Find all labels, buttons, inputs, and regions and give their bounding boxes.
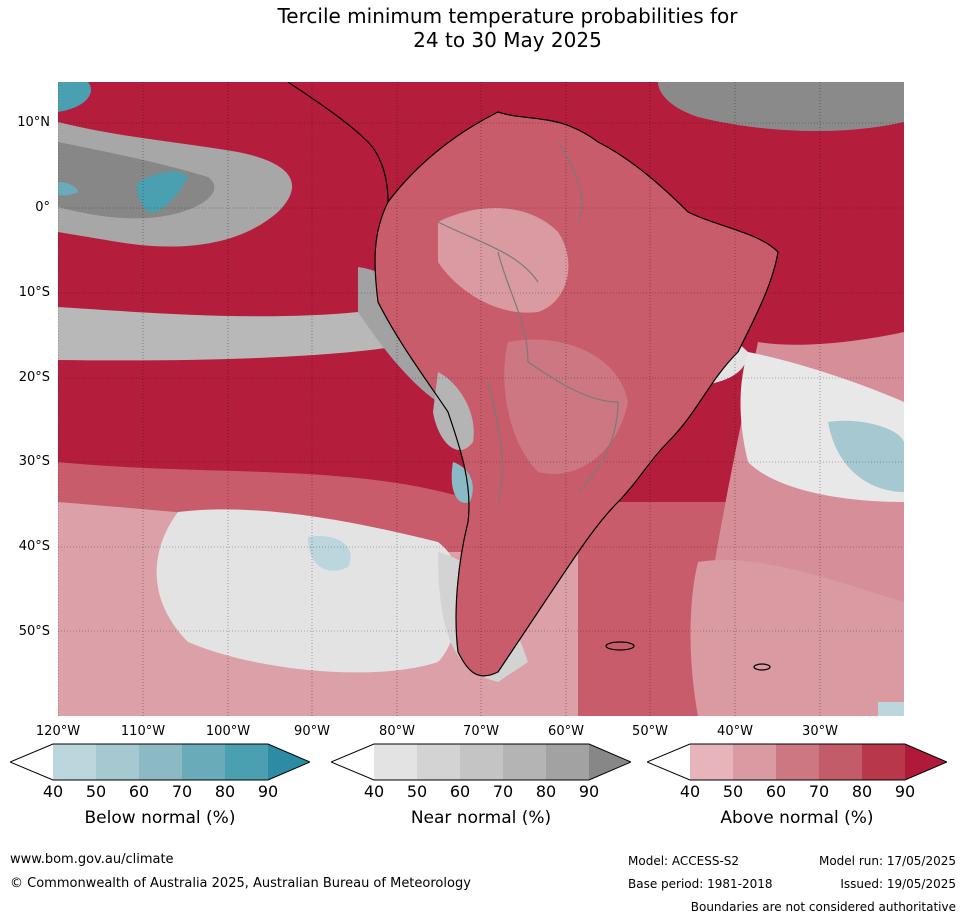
lat-label-20s: 20°S <box>18 370 50 385</box>
above-tick: 90 <box>894 782 916 801</box>
above-bin-60-70 <box>776 744 819 780</box>
falkland-islands <box>605 641 635 651</box>
below-tick: 50 <box>85 782 107 801</box>
lon-label-60w: 60°W <box>548 724 584 739</box>
near-bin-50-60 <box>417 744 460 780</box>
map-svg <box>58 82 904 716</box>
lon-label-40w: 40°W <box>717 724 753 739</box>
footer-model: Model: ACCESS-S2 <box>628 854 740 868</box>
above-tick: 50 <box>722 782 744 801</box>
below-tick: 60 <box>128 782 150 801</box>
near-bin-40-50 <box>374 744 417 780</box>
near-tick: 90 <box>578 782 600 801</box>
below-normal-patch-atlantic <box>828 420 904 492</box>
above-bin-40-50 <box>690 744 733 780</box>
below-tick: 70 <box>171 782 193 801</box>
near-tick: 80 <box>535 782 557 801</box>
lon-label-110w: 110°W <box>120 724 166 739</box>
footer-model-run: Model run: 17/05/2025 <box>818 854 956 868</box>
colorbar-below-svg <box>8 743 312 781</box>
above-normal-southern-atlantic <box>690 560 904 716</box>
above-tick: 40 <box>679 782 701 801</box>
above-bin-70-80 <box>819 744 862 780</box>
land-near-normal-andes <box>433 372 474 451</box>
footer-base-period: Base period: 1981-2018 <box>628 877 773 891</box>
lon-label-30w: 30°W <box>802 724 838 739</box>
title-line-1: Tercile minimum temperature probabilitie… <box>277 4 738 28</box>
above-bin-lt40 <box>647 744 690 780</box>
footer-issued: Issued: 19/05/2025 <box>840 877 956 891</box>
lat-label-40s: 40°S <box>18 539 50 554</box>
colorbar-above <box>645 742 949 782</box>
below-bin-60-70 <box>139 744 182 780</box>
land-below-normal-andes <box>451 462 473 503</box>
above-tick: 80 <box>851 782 873 801</box>
above-tick: 60 <box>765 782 787 801</box>
below-bin-70-80 <box>182 744 225 780</box>
near-bin-60-70 <box>460 744 503 780</box>
lon-label-120w: 120°W <box>35 724 81 739</box>
near-bin-70-80 <box>503 744 546 780</box>
footer-copyright: © Commonwealth of Australia 2025, Austra… <box>10 876 471 891</box>
lon-label-90w: 90°W <box>294 724 330 739</box>
below-normal-patch-west <box>58 182 78 196</box>
lon-label-70w: 70°W <box>463 724 499 739</box>
graticule <box>58 82 904 716</box>
lon-label-80w: 80°W <box>379 724 415 739</box>
below-bin-40-50 <box>53 744 96 780</box>
near-normal-southeast-pacific <box>58 307 425 361</box>
below-tick: 40 <box>42 782 64 801</box>
near-normal-caribbean <box>658 82 904 132</box>
footer-boundaries: Boundaries are not considered authoritat… <box>690 900 956 914</box>
above-tick: 70 <box>808 782 830 801</box>
near-normal-strong-patch <box>58 142 215 219</box>
below-bin-gt90 <box>268 744 310 780</box>
colorbar-above-svg <box>645 743 949 781</box>
near-tick: 50 <box>406 782 428 801</box>
near-bin-gt90 <box>589 744 631 780</box>
near-bin-lt40 <box>331 744 374 780</box>
title-line-2: 24 to 30 May 2025 <box>413 28 602 52</box>
above-bin-80-90 <box>862 744 905 780</box>
below-normal-patch-south-pacific <box>308 536 351 571</box>
near-normal-south-pacific <box>156 509 462 673</box>
lat-label-0: 0° <box>35 200 50 215</box>
colorbar-below <box>8 742 312 782</box>
lat-label-50s: 50°S <box>18 624 50 639</box>
land-light-patch-north <box>438 208 569 313</box>
lon-label-50w: 50°W <box>632 724 668 739</box>
colorbar-near-svg <box>329 743 633 781</box>
colorbar-above-label: Above normal (%) <box>720 808 874 828</box>
below-normal-patch-pacific <box>137 171 188 213</box>
below-bin-50-60 <box>96 744 139 780</box>
above-bin-gt90 <box>905 744 947 780</box>
below-tick: 90 <box>257 782 279 801</box>
colorbar-below-label: Below normal (%) <box>84 808 236 828</box>
map-title: Tercile minimum temperature probabilitie… <box>0 4 965 52</box>
lat-label-10n: 10°N <box>17 115 50 130</box>
south-georgia <box>753 663 771 671</box>
near-tick: 40 <box>363 782 385 801</box>
colorbar-near <box>329 742 633 782</box>
near-bin-80-90 <box>546 744 589 780</box>
coastline <box>374 111 779 677</box>
probability-map <box>58 82 904 716</box>
lon-label-100w: 100°W <box>205 724 251 739</box>
lat-label-10s: 10°S <box>18 285 50 300</box>
below-normal-patch-corner <box>878 702 904 716</box>
near-tick: 70 <box>492 782 514 801</box>
below-bin-lt40 <box>10 744 53 780</box>
footer-url: www.bom.gov.au/climate <box>10 852 174 867</box>
below-normal-patch-north <box>58 82 91 112</box>
above-bin-50-60 <box>733 744 776 780</box>
colorbar-near-label: Near normal (%) <box>410 808 552 828</box>
central-america-coast <box>287 82 389 203</box>
lat-label-30s: 30°S <box>18 454 50 469</box>
near-tick: 60 <box>449 782 471 801</box>
country-borders <box>437 141 619 503</box>
below-bin-80-90 <box>225 744 268 780</box>
below-tick: 80 <box>214 782 236 801</box>
